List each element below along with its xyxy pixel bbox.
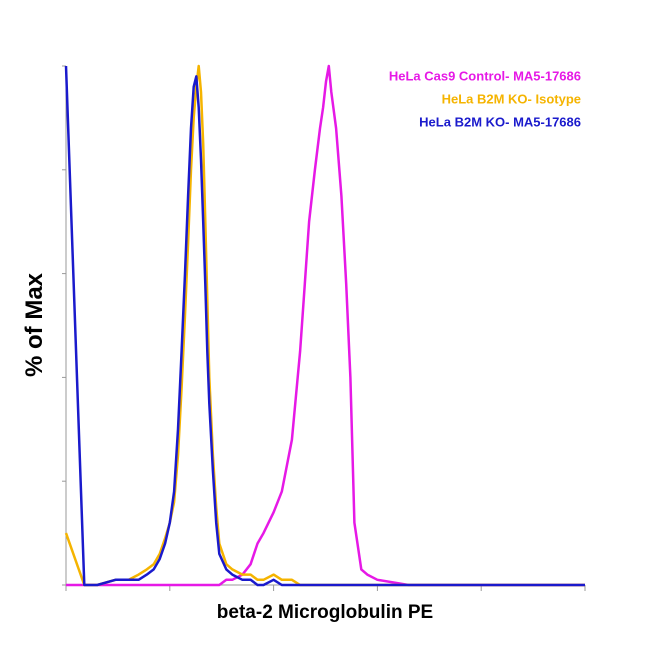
series-line xyxy=(64,65,585,587)
y-axis-label: % of Max xyxy=(21,272,48,377)
x-axis-label: beta-2 Microglobulin PE xyxy=(217,602,433,623)
legend-entry: HeLa Cas9 Control- MA5-17686 xyxy=(389,68,581,83)
series-line xyxy=(66,64,585,587)
legend-entry: HeLa B2M KO- MA5-17686 xyxy=(419,114,581,129)
series-line xyxy=(64,64,585,587)
legend-entry: HeLa B2M KO- Isotype xyxy=(442,91,581,106)
